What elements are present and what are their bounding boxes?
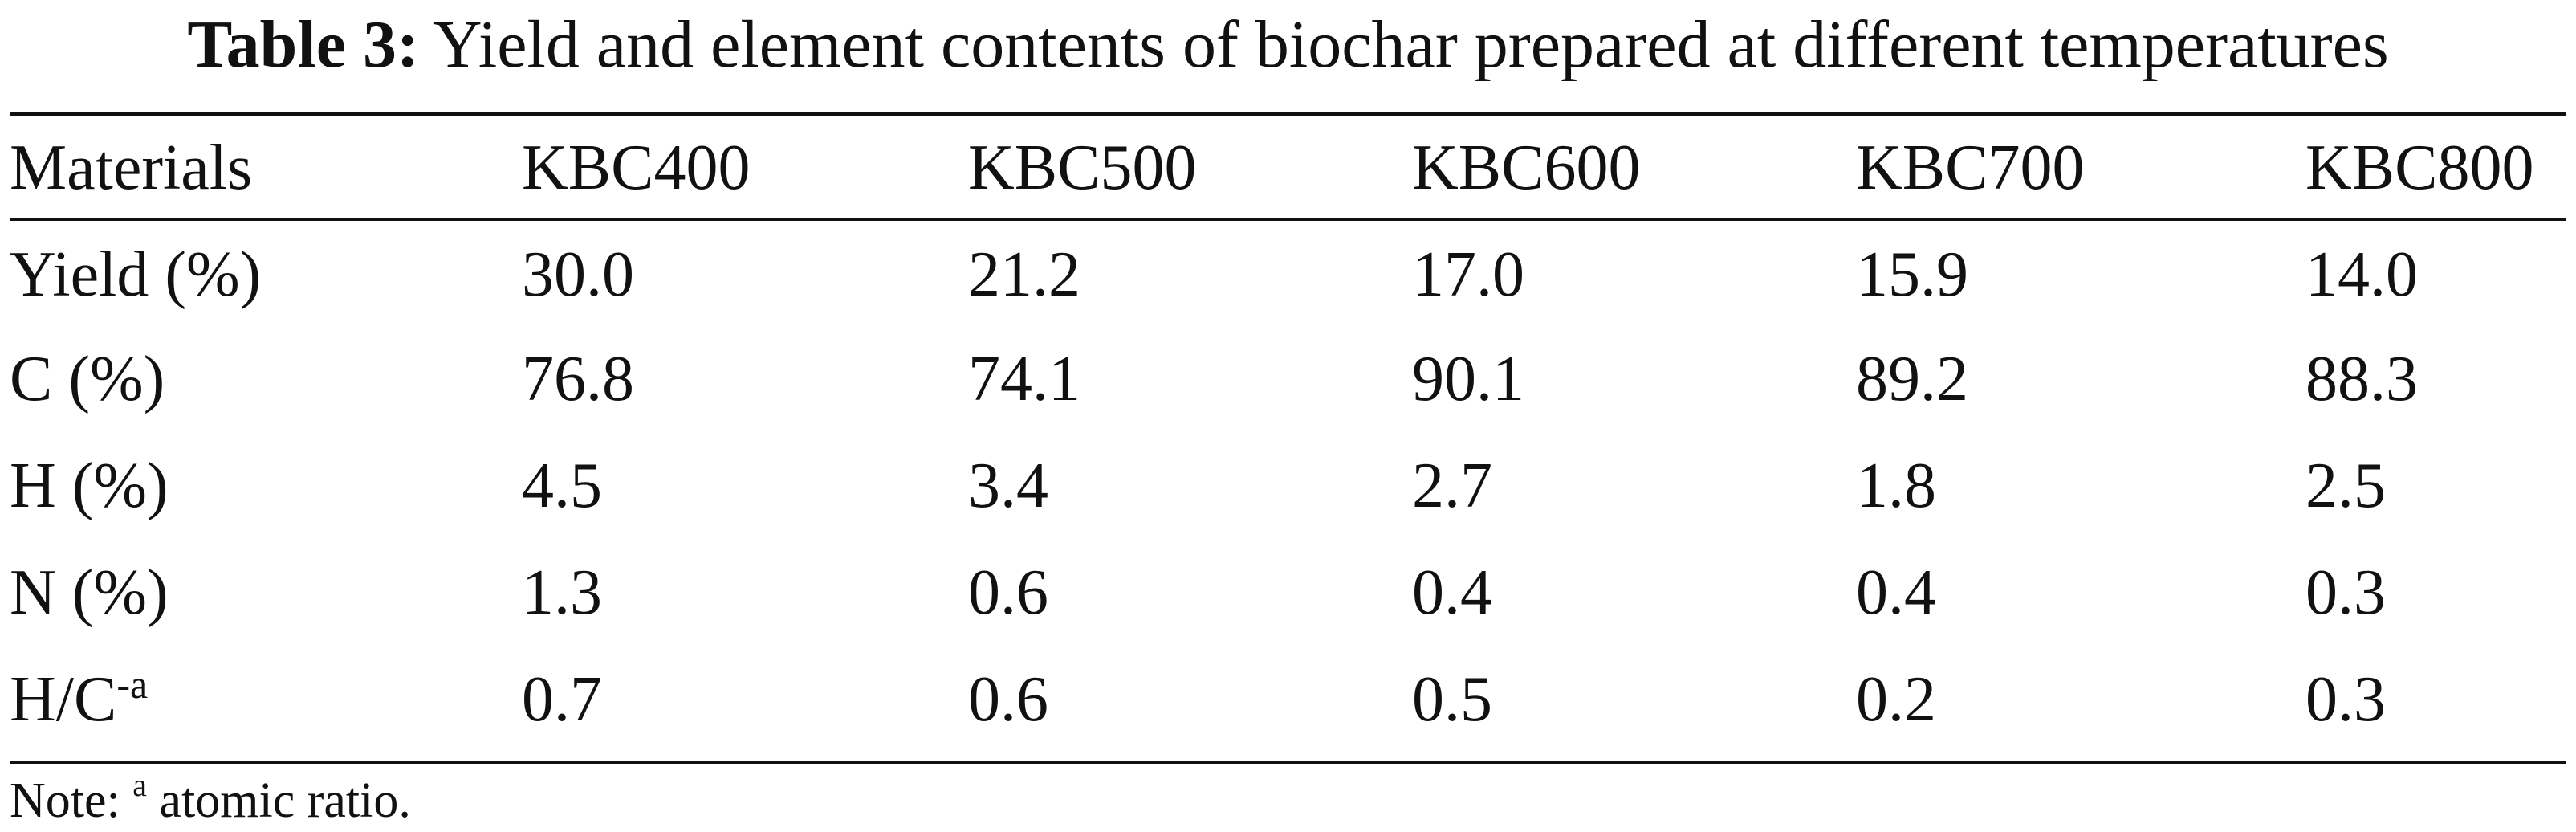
table-cell: 3.4 [968,451,1048,521]
column-header-kbc700: KBC700 [1856,132,2085,203]
bottom-rule [10,761,2566,764]
row-label-text: N (%) [10,557,169,628]
row-label-text: Yield (%) [10,239,262,310]
table-note: Note: a atomic ratio. [10,769,411,829]
table-cell: 21.2 [968,239,1080,310]
table-cell: 30.0 [522,239,634,310]
table-cell: 17.0 [1412,239,1524,310]
table-cell: 0.5 [1412,664,1492,735]
header-row: Materials KBC400 KBC500 KBC600 KBC700 KB… [10,116,2566,219]
table-note-prefix: Note: [10,773,120,828]
row-label: H/C-a [10,646,522,753]
row-label-text: H/C [10,664,117,735]
table-row-yield: Yield (%) 30.0 21.2 17.0 15.9 14.0 [10,219,2566,326]
column-header-materials: Materials [10,132,253,203]
table-row-hydrogen: H (%) 4.5 3.4 2.7 1.8 2.5 [10,433,2566,540]
row-label-sup: -a [116,662,149,707]
table-cell: 90.1 [1412,344,1524,414]
table-cell: 0.4 [1412,557,1492,628]
table-cell: 76.8 [522,344,634,414]
table-row-hc-ratio: H/C-a 0.7 0.6 0.5 0.2 0.3 [10,646,2566,753]
table-cell: 0.6 [968,664,1048,735]
row-label: Yield (%) [10,219,522,326]
table-caption-text: Yield and element contents of biochar pr… [433,7,2389,82]
table-row-carbon: C (%) 76.8 74.1 90.1 89.2 88.3 [10,326,2566,433]
row-label-text: H (%) [10,451,169,521]
row-label: H (%) [10,433,522,540]
table-cell: 89.2 [1856,344,1968,414]
table-cell: 0.7 [522,664,602,735]
table-cell: 74.1 [968,344,1080,414]
table-cell: 1.8 [1856,451,1936,521]
table-cell: 14.0 [2305,239,2418,310]
header-rule [10,218,2566,221]
table-row-nitrogen: N (%) 1.3 0.6 0.4 0.4 0.3 [10,540,2566,646]
table-cell: 0.4 [1856,557,1936,628]
row-label: N (%) [10,540,522,646]
column-header-kbc800: KBC800 [2305,132,2534,203]
table-cell: 0.3 [2305,557,2386,628]
column-header-kbc400: KBC400 [522,132,751,203]
table-caption-label: Table 3: [187,7,419,82]
data-table: Materials KBC400 KBC500 KBC600 KBC700 KB… [10,116,2566,753]
column-header-kbc500: KBC500 [968,132,1197,203]
table-cell: 15.9 [1856,239,1968,310]
row-label-text: C (%) [10,344,165,414]
table-cell: 1.3 [522,557,602,628]
table-cell: 4.5 [522,451,602,521]
table-note-text: atomic ratio. [159,773,411,828]
row-label: C (%) [10,326,522,433]
table-caption: Table 3: Yield and element contents of b… [0,5,2576,85]
table-cell: 2.5 [2305,451,2386,521]
table-cell: 0.6 [968,557,1048,628]
table-cell: 2.7 [1412,451,1492,521]
column-header-kbc600: KBC600 [1412,132,1641,203]
table-cell: 0.3 [2305,664,2386,735]
table-cell: 88.3 [2305,344,2418,414]
table-cell: 0.2 [1856,664,1936,735]
top-rule [10,112,2566,116]
table-note-sup: a [132,767,148,803]
